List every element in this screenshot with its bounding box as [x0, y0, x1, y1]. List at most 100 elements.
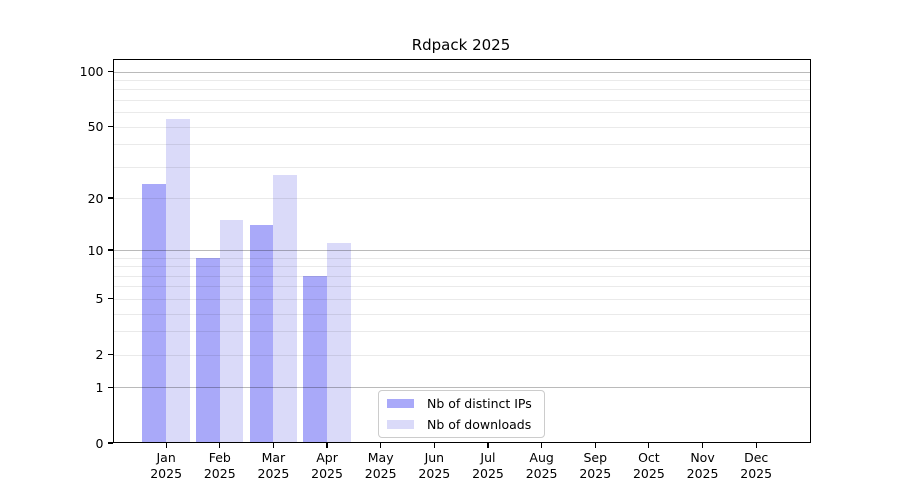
x-axis-tick	[541, 443, 543, 448]
y-axis-tick-label: 0	[95, 435, 104, 451]
y-axis-tick	[107, 249, 113, 251]
major-gridline	[112, 387, 811, 389]
x-axis-month-label: Feb	[208, 450, 231, 465]
minor-gridline	[112, 112, 811, 114]
x-axis-tick-label: Jul 2025	[456, 450, 520, 482]
y-axis-tick-label: 100	[79, 64, 104, 80]
y-axis-tick	[107, 442, 113, 444]
x-axis-tick-label: Oct 2025	[617, 450, 681, 482]
x-axis-tick-label: Jan 2025	[134, 450, 198, 482]
y-axis-tick	[107, 298, 113, 300]
x-axis-month-label: Oct	[638, 450, 660, 465]
bar-downloads-apr	[327, 243, 351, 443]
y-axis-tick-label: 5	[95, 291, 104, 307]
plot-area	[112, 59, 811, 443]
bar-distinct-ips-jan	[142, 184, 167, 443]
y-axis-tick-label: 50	[87, 119, 104, 135]
x-axis-tick-label: Apr 2025	[295, 450, 359, 482]
x-axis-tick-label: Mar 2025	[241, 450, 305, 482]
x-axis-year-label: 2025	[686, 466, 719, 481]
bar-distinct-ips-feb	[196, 257, 220, 443]
x-axis-tick	[594, 443, 596, 448]
legend-label: Nb of distinct IPs	[427, 396, 532, 411]
x-axis-month-label: Mar	[261, 450, 286, 465]
bar-downloads-mar	[273, 174, 298, 443]
minor-gridline	[112, 198, 811, 200]
chart-title: Rdpack 2025	[411, 36, 511, 54]
minor-gridline	[112, 144, 811, 146]
x-axis-tick	[380, 443, 382, 448]
y-axis-tick-label: 2	[95, 347, 104, 363]
legend-swatch-downloads	[387, 420, 414, 429]
x-axis-tick-label: Aug 2025	[510, 450, 574, 482]
legend-swatch-distinct-ips	[387, 399, 414, 408]
x-axis-tick	[272, 443, 274, 448]
minor-gridline	[112, 166, 811, 168]
legend-item-distinct-ips: Nb of distinct IPs	[379, 395, 544, 413]
x-axis-year-label: 2025	[311, 466, 343, 481]
x-axis-year-label: 2025	[150, 466, 183, 481]
major-gridline	[112, 250, 811, 252]
x-axis-month-label: May	[367, 450, 394, 465]
minor-gridline	[112, 331, 811, 333]
minor-gridline	[112, 275, 811, 277]
x-axis-year-label: 2025	[257, 466, 290, 481]
legend-label: Nb of downloads	[427, 417, 532, 432]
x-axis-tick-label: Nov 2025	[671, 450, 735, 482]
minor-gridline	[112, 89, 811, 91]
bar-distinct-ips-apr	[303, 275, 328, 443]
x-axis-month-label: Jul	[480, 450, 496, 465]
x-axis-year-label: 2025	[579, 466, 612, 481]
x-axis-tick	[433, 443, 435, 448]
x-axis-tick-label: Dec 2025	[724, 450, 788, 482]
x-axis-year-label: 2025	[632, 466, 665, 481]
bar-downloads-jan	[166, 119, 190, 443]
x-axis-year-label: 2025	[472, 466, 504, 481]
x-axis-month-label: Jun	[424, 450, 445, 465]
x-axis-tick-label: Jun 2025	[402, 450, 466, 482]
y-axis-tick	[107, 71, 113, 73]
x-axis-month-label: Dec	[744, 450, 769, 465]
x-axis-tick	[487, 443, 489, 448]
x-axis-year-label: 2025	[203, 466, 236, 481]
x-axis-tick-label: May 2025	[349, 450, 413, 482]
y-axis-tick-label: 20	[87, 190, 104, 206]
minor-gridline	[112, 313, 811, 315]
minor-gridline	[112, 257, 811, 259]
y-axis-tick-label: 10	[87, 242, 104, 258]
legend-item-downloads: Nb of downloads	[379, 416, 544, 434]
x-axis-tick	[755, 443, 757, 448]
minor-gridline	[112, 126, 811, 128]
minor-gridline	[112, 298, 811, 300]
x-axis-month-label: Jan	[156, 450, 176, 465]
x-axis-tick	[648, 443, 650, 448]
minor-gridline	[112, 354, 811, 356]
bar-distinct-ips-mar	[249, 225, 274, 443]
x-axis-year-label: 2025	[740, 466, 773, 481]
y-axis-tick-label: 1	[95, 379, 104, 395]
x-axis-month-label: Apr	[316, 450, 338, 465]
y-axis-tick	[107, 386, 113, 388]
minor-gridline	[112, 266, 811, 268]
x-axis-tick	[326, 443, 328, 448]
x-axis-tick	[701, 443, 704, 448]
x-axis-year-label: 2025	[364, 466, 397, 481]
x-axis-tick-label: Sep 2025	[563, 450, 627, 482]
y-axis-tick	[107, 197, 113, 199]
x-axis-year-label: 2025	[525, 466, 558, 481]
minor-gridline	[112, 286, 811, 288]
x-axis-month-label: Aug	[529, 450, 554, 465]
x-axis-month-label: Sep	[583, 450, 608, 465]
x-axis-month-label: Nov	[690, 450, 715, 465]
major-gridline	[112, 71, 811, 73]
minor-gridline	[112, 100, 811, 102]
x-axis-year-label: 2025	[418, 466, 451, 481]
y-axis-tick	[107, 354, 113, 356]
x-axis-tick	[165, 443, 167, 448]
x-axis-tick-label: Feb 2025	[188, 450, 252, 482]
legend: Nb of distinct IPs Nb of downloads	[378, 390, 545, 438]
x-axis-tick	[219, 443, 221, 448]
y-axis-tick	[107, 126, 113, 128]
minor-gridline	[112, 80, 811, 82]
